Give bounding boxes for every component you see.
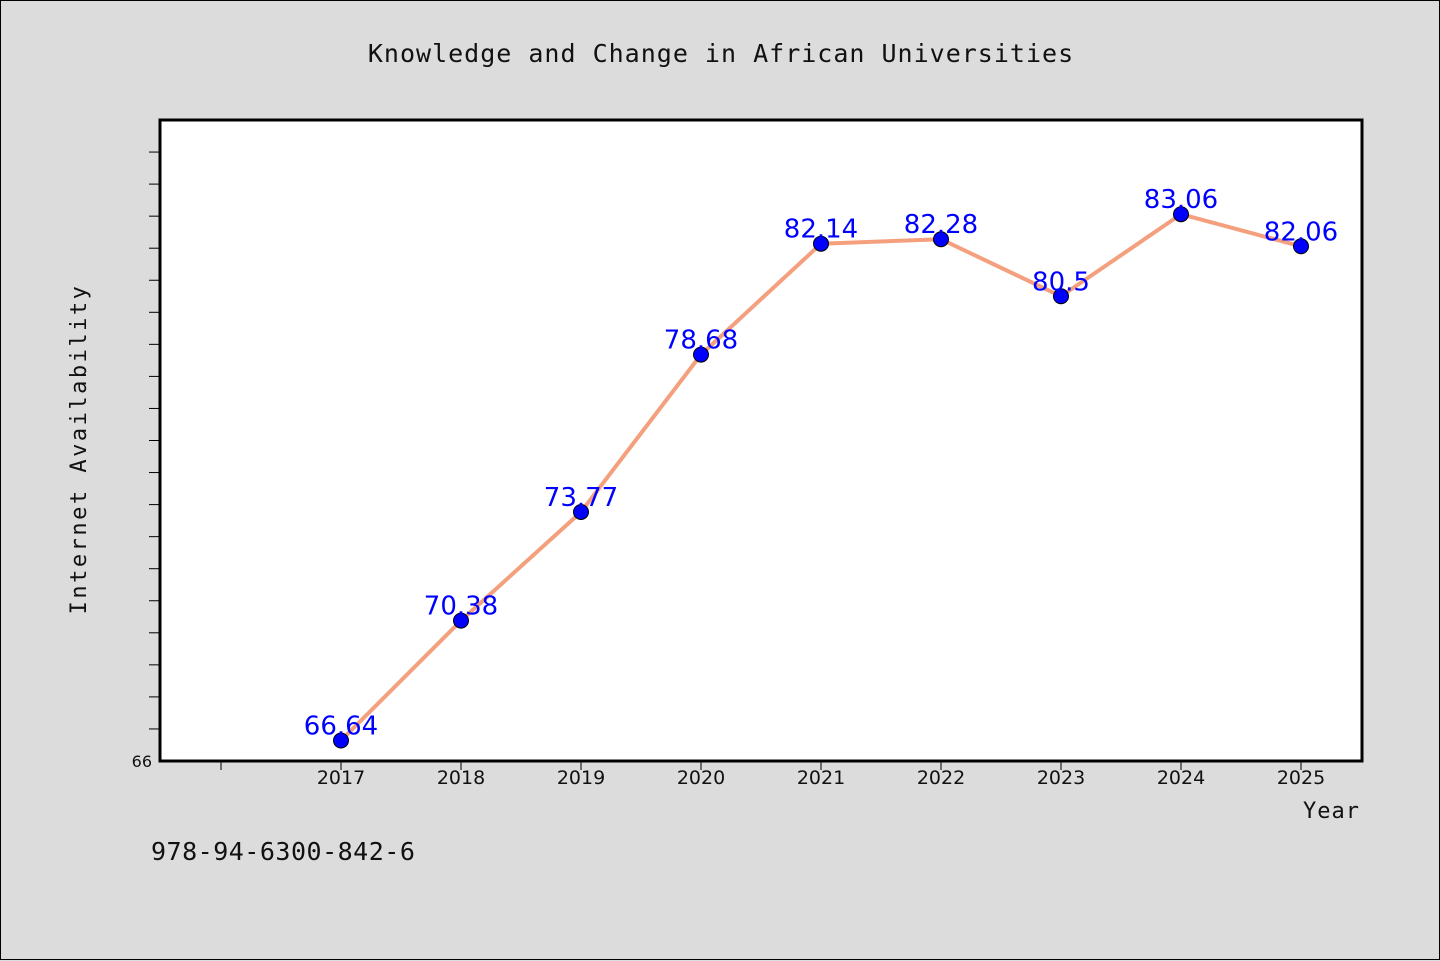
data-label: 82.06 <box>1264 217 1338 247</box>
x-tick-label: 2018 <box>437 767 485 789</box>
x-tick-label: 2017 <box>317 767 365 789</box>
data-label: 73.77 <box>544 483 618 513</box>
data-point-marker <box>453 612 469 629</box>
data-point-marker <box>1053 288 1069 305</box>
data-point-marker <box>813 235 829 252</box>
data-point-marker <box>693 346 709 363</box>
y-tick-label: 66 <box>132 752 152 771</box>
data-label: 78.68 <box>664 326 738 356</box>
data-label: 82.14 <box>784 215 858 245</box>
data-point-marker <box>1293 238 1309 255</box>
x-axis-label: Year <box>1303 799 1360 824</box>
data-label: 80.5 <box>1032 267 1090 297</box>
data-label: 70.38 <box>424 592 498 622</box>
data-point-marker <box>933 231 949 248</box>
data-label: 83.06 <box>1144 185 1218 215</box>
x-axis-ticks <box>220 762 1302 770</box>
data-markers <box>333 206 1309 749</box>
x-tick-label: 2019 <box>557 767 605 789</box>
x-tick-label: 2024 <box>1157 767 1205 789</box>
y-axis-ticks <box>149 151 159 730</box>
data-point-marker <box>333 732 349 749</box>
chart-title: Knowledge and Change in African Universi… <box>368 39 1074 68</box>
x-tick-label: 2023 <box>1037 767 1085 789</box>
isbn-annotation: 978-94-6300-842-6 <box>151 837 416 866</box>
x-tick-label: 2025 <box>1277 767 1325 789</box>
x-axis-tick-labels: 2017 2018 2019 2020 2021 2022 2023 2024 2025 <box>317 767 1325 789</box>
data-point-marker <box>1173 206 1189 223</box>
data-labels: 66.64 70.38 73.77 78.68 82.14 82.28 80.5 83.06 8… <box>304 185 1338 741</box>
data-label: 82.28 <box>904 210 978 240</box>
x-tick-label: 2020 <box>677 767 725 789</box>
data-point-marker <box>573 503 589 520</box>
y-axis-label: Internet Availability <box>67 284 92 615</box>
x-tick-label: 2022 <box>917 767 965 789</box>
data-label: 66.64 <box>304 711 378 741</box>
x-tick-label: 2021 <box>797 767 845 789</box>
